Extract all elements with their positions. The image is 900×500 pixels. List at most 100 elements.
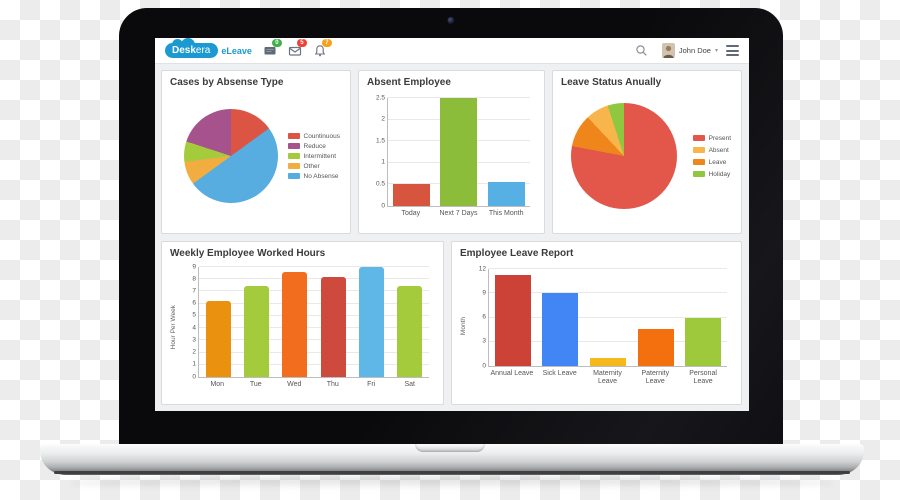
gridline xyxy=(489,292,727,294)
bar-column xyxy=(352,267,390,377)
x-axis-labels: Today Next 7 Days This Month xyxy=(387,210,530,218)
card-cases-by-absence-type: Cases by Absense Type Countinuous Reduce I… xyxy=(161,70,351,234)
bell-icon[interactable]: 7 xyxy=(313,38,332,58)
legend-label: Holiday xyxy=(708,170,731,178)
gridline xyxy=(489,340,727,342)
mail-icon[interactable]: 5 xyxy=(288,38,307,58)
plot-area: 0 0.5 1 1.5 2 2.5 xyxy=(376,94,530,208)
laptop-lid-notch xyxy=(415,444,485,452)
bar-thu xyxy=(320,276,346,377)
legend-swatch xyxy=(287,153,300,159)
bar-column xyxy=(435,98,482,206)
search-icon[interactable] xyxy=(635,44,648,57)
chevron-down-icon[interactable]: ▾ xyxy=(714,48,718,54)
legend-label: Intermittent xyxy=(303,152,337,160)
y-tick-label: 12 xyxy=(478,264,486,272)
chart-title: Cases by Absense Type xyxy=(170,77,284,88)
bar-tue xyxy=(243,285,269,377)
bars-group xyxy=(489,269,727,366)
chart-area: Hour Per Week 0 1 2 3 4 5 6 7 8 9 Mon Tue Wed Thu Fri Sa… xyxy=(170,263,435,389)
gridline xyxy=(199,314,429,316)
legend-swatch xyxy=(287,173,300,179)
x-tick-label: Personal Leave xyxy=(689,370,717,386)
y-tick-label: 6 xyxy=(192,299,196,307)
legend-swatch xyxy=(287,133,300,139)
legend-item: No Absense xyxy=(287,173,341,180)
app-header: Deskera eLeave 0 5 7 John Doe ▾ xyxy=(155,38,749,64)
chart-title: Employee Leave Report xyxy=(460,248,574,259)
user-name[interactable]: John Doe xyxy=(678,46,711,55)
card-absent-employee: Absent Employee 0 0.5 1 1.5 2 2.5 Today Next 7 … xyxy=(358,70,545,234)
legend-item: Present xyxy=(692,135,731,142)
card-weekly-worked-hours: Weekly Employee Worked Hours Hour Per We… xyxy=(161,241,444,405)
legend-swatch xyxy=(287,163,300,169)
user-avatar[interactable] xyxy=(661,43,675,58)
x-tick-label: This Month xyxy=(488,210,524,217)
y-tick-label: 2 xyxy=(381,115,385,123)
x-tick-label: Mon xyxy=(210,381,225,388)
chart-area: Month 0 3 6 9 12 Annual Leave Sick Leave Materni… xyxy=(460,265,733,387)
y-tick-label: 1 xyxy=(381,158,385,166)
bar-sat xyxy=(397,285,423,377)
bar-personal-leave xyxy=(685,317,722,366)
legend-item: Leave xyxy=(692,159,731,166)
gridline xyxy=(199,278,429,280)
y-tick-label: 0 xyxy=(482,361,486,369)
x-tick-label: Next 7 Days xyxy=(439,210,478,217)
bar-wed xyxy=(282,271,308,377)
bar-paternity-leave xyxy=(637,328,674,366)
x-tick-label: Paternity Leave xyxy=(641,370,670,386)
gridline xyxy=(199,339,429,341)
legend-item: Holiday xyxy=(692,170,731,178)
webcam-dot xyxy=(447,17,455,24)
laptop-bezel: Deskera eLeave 0 5 7 John Doe ▾ xyxy=(119,8,783,445)
bar-maternity-leave xyxy=(589,357,626,366)
bars-group xyxy=(199,267,429,377)
gridline xyxy=(388,97,530,98)
brand-rest: era xyxy=(195,45,211,56)
chart-title: Weekly Employee Worked Hours xyxy=(170,248,326,259)
y-tick-label: 2.5 xyxy=(375,93,385,101)
y-tick-label: 0 xyxy=(192,372,196,380)
x-axis-labels: Mon Tue Wed Thu Fri Sat xyxy=(198,381,429,389)
messages-icon[interactable]: 0 xyxy=(263,38,282,58)
y-tick-label: 4 xyxy=(192,323,196,331)
y-tick-label: 5 xyxy=(192,311,196,319)
dashboard: Cases by Absense Type Countinuous Reduce I… xyxy=(155,64,749,411)
bar-column xyxy=(483,98,530,206)
y-tick-label: 6 xyxy=(482,313,486,321)
menu-icon[interactable] xyxy=(726,45,739,56)
bar-chart-leave-report: Month 0 3 6 9 12 Annual Leave Sick Leave Materni… xyxy=(460,265,733,387)
legend-item: Absent xyxy=(692,147,731,154)
gridline xyxy=(489,316,727,318)
x-tick-label: Annual Leave xyxy=(490,370,534,377)
gridline xyxy=(489,268,727,269)
x-tick-label: Fri xyxy=(367,381,376,388)
laptop-reflection xyxy=(70,477,834,489)
card-employee-leave-report: Employee Leave Report Month 0 3 6 9 12 Annual … xyxy=(451,241,742,405)
bar-column xyxy=(537,269,585,366)
bar-column xyxy=(632,269,680,366)
dashboard-row-1: Cases by Absense Type Countinuous Reduce I… xyxy=(161,70,743,234)
bars-group xyxy=(388,98,530,206)
y-axis-title: Month xyxy=(460,316,467,335)
bar-this-month xyxy=(487,182,525,206)
x-tick-label: Maternity Leave xyxy=(593,370,622,386)
pie-cases-by-absence xyxy=(184,109,278,203)
legend-swatch xyxy=(692,135,705,141)
y-tick-label: 3 xyxy=(482,337,486,345)
dashboard-row-2: Weekly Employee Worked Hours Hour Per We… xyxy=(161,241,743,405)
deskera-logo[interactable]: Deskera xyxy=(165,38,219,58)
bar-mon xyxy=(205,301,231,377)
chart-title: Leave Status Anually xyxy=(561,77,662,88)
gridline xyxy=(199,266,429,267)
legend-item: Other xyxy=(287,163,341,170)
y-tick-label: 1 xyxy=(192,360,196,368)
y-tick-label: 0 xyxy=(381,201,385,209)
legend-swatch xyxy=(287,143,300,149)
plot-area: 0 1 2 3 4 5 6 7 8 9 xyxy=(192,263,429,379)
gridline xyxy=(199,363,429,365)
x-tick-label: Wed xyxy=(287,381,302,388)
bar-column xyxy=(679,269,727,366)
plot-column: 0 3 6 9 12 Annual Leave Sick Leave Maternity Le… xyxy=(468,265,733,387)
